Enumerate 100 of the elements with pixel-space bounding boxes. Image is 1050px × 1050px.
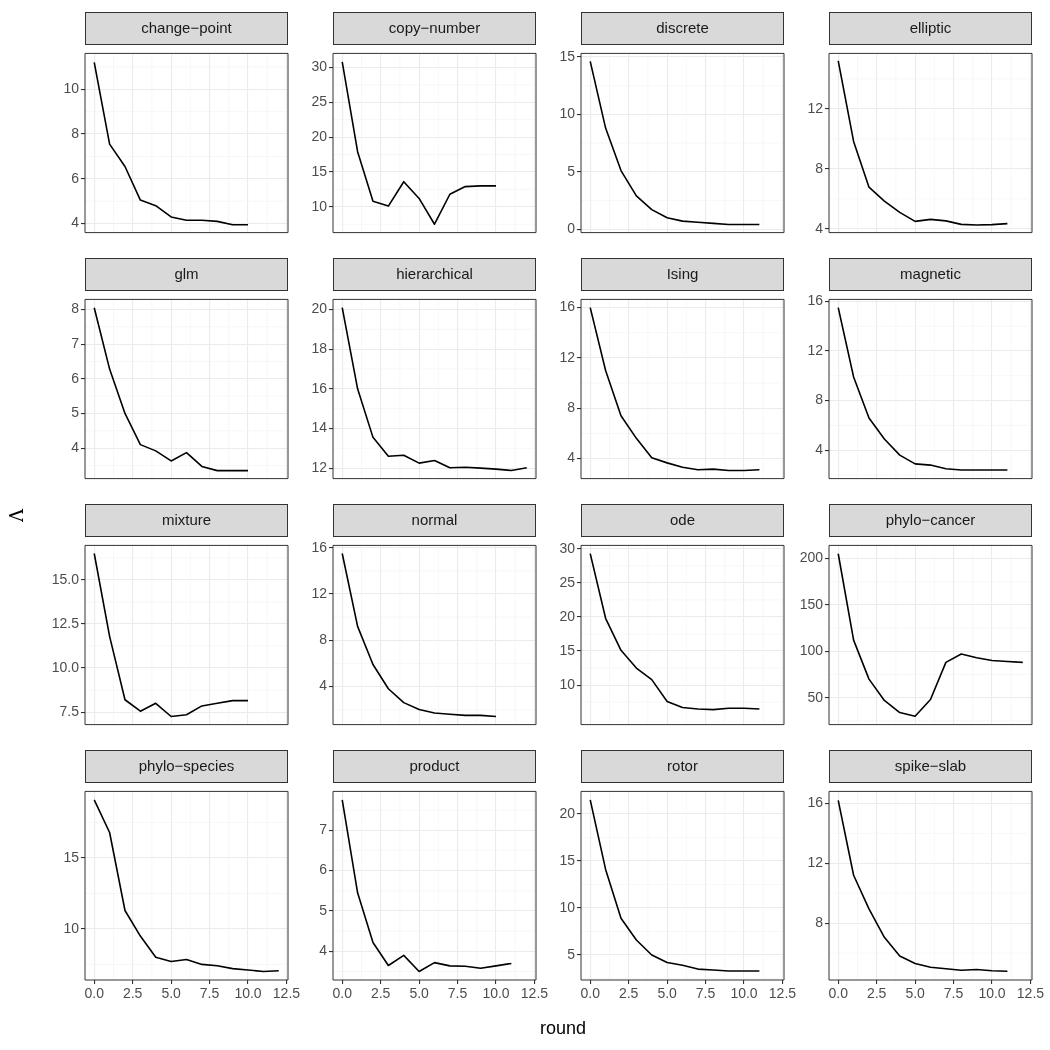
y-tick-label: 15 xyxy=(559,851,576,868)
y-tick-label: 8 xyxy=(71,124,80,141)
y-tick-label: 14 xyxy=(311,419,328,436)
x-tick-label: 12.5 xyxy=(1016,985,1045,1002)
y-tick-label: 10 xyxy=(63,80,80,97)
chart-title: mixture xyxy=(85,504,288,537)
y-tick-label: 16 xyxy=(807,794,824,811)
y-tick-label: 15 xyxy=(559,641,576,658)
chart-title: normal xyxy=(333,504,536,537)
chart-title: discrete xyxy=(581,12,784,45)
y-tick-label: 0 xyxy=(567,220,576,237)
y-tick-label: 20 xyxy=(559,804,576,821)
y-tick-label: 16 xyxy=(807,292,824,309)
y-tick-label: 10 xyxy=(559,898,576,915)
chart-title: spike−slab xyxy=(829,750,1032,783)
y-tick-label: 10 xyxy=(559,675,576,692)
x-tick-label: 7.5 xyxy=(695,985,716,1002)
y-tick-label: 15 xyxy=(63,848,80,865)
x-tick-label: 0.0 xyxy=(580,985,601,1002)
y-tick-label: 30 xyxy=(311,58,328,75)
y-tick-label: 12.5 xyxy=(51,614,80,631)
x-tick-label: 12.5 xyxy=(272,985,301,1002)
x-tick-label: 12.5 xyxy=(520,985,549,1002)
y-tick-label: 4 xyxy=(815,219,824,236)
y-tick-label: 100 xyxy=(799,642,824,659)
y-tick-label: 16 xyxy=(311,379,328,396)
y-tick-label: 20 xyxy=(311,127,328,144)
y-tick-label: 6 xyxy=(71,369,80,386)
y-tick-label: 8 xyxy=(319,631,328,648)
y-tick-label: 5 xyxy=(71,404,80,421)
chart-title: change−point xyxy=(85,12,288,45)
x-tick-label: 5.0 xyxy=(409,985,430,1002)
y-tick-label: 20 xyxy=(559,607,576,624)
y-tick-label: 4 xyxy=(319,677,328,694)
x-axis-title: round xyxy=(540,1018,587,1039)
y-tick-label: 16 xyxy=(559,298,576,315)
y-tick-label: 5 xyxy=(567,162,576,179)
x-tick-label: 0.0 xyxy=(332,985,353,1002)
y-tick-label: 5 xyxy=(319,901,328,918)
x-tick-label: 5.0 xyxy=(905,985,926,1002)
x-tick-label: 5.0 xyxy=(161,985,182,1002)
x-tick-label: 2.5 xyxy=(866,985,887,1002)
y-tick-label: 6 xyxy=(71,169,80,186)
y-tick-label: 4 xyxy=(815,441,824,458)
chart-title: ode xyxy=(581,504,784,537)
chart-title: copy−number xyxy=(333,12,536,45)
y-tick-label: 10 xyxy=(63,919,80,936)
y-tick-label: 150 xyxy=(799,595,824,612)
x-tick-label: 7.5 xyxy=(943,985,964,1002)
y-tick-label: 25 xyxy=(559,573,576,590)
y-tick-label: 4 xyxy=(71,438,80,455)
y-axis-title: Λ xyxy=(6,509,27,522)
y-tick-label: 30 xyxy=(559,539,576,556)
x-tick-label: 10.0 xyxy=(234,985,262,1002)
y-tick-label: 18 xyxy=(311,340,328,357)
y-tick-label: 12 xyxy=(807,99,824,116)
y-tick-label: 8 xyxy=(815,391,824,408)
y-tick-label: 15 xyxy=(311,162,328,179)
x-tick-label: 2.5 xyxy=(618,985,639,1002)
chart-title: hierarchical xyxy=(333,258,536,291)
chart-title: phylo−cancer xyxy=(829,504,1032,537)
x-tick-label: 12.5 xyxy=(768,985,797,1002)
y-tick-label: 8 xyxy=(815,159,824,176)
x-tick-label: 10.0 xyxy=(978,985,1006,1002)
x-tick-label: 7.5 xyxy=(447,985,468,1002)
y-tick-label: 8 xyxy=(815,913,824,930)
x-tick-label: 7.5 xyxy=(199,985,220,1002)
chart-title: glm xyxy=(85,258,288,291)
chart-title: rotor xyxy=(581,750,784,783)
y-tick-label: 7.5 xyxy=(59,702,80,719)
y-tick-label: 20 xyxy=(311,300,328,317)
y-tick-label: 5 xyxy=(567,945,576,962)
x-tick-label: 0.0 xyxy=(84,985,105,1002)
y-tick-label: 12 xyxy=(807,341,824,358)
x-tick-label: 5.0 xyxy=(657,985,678,1002)
x-tick-label: 10.0 xyxy=(482,985,510,1002)
chart-title: phylo−species xyxy=(85,750,288,783)
y-tick-label: 4 xyxy=(319,942,328,959)
y-tick-label: 7 xyxy=(319,821,328,838)
y-tick-label: 12 xyxy=(559,348,576,365)
y-tick-label: 50 xyxy=(807,688,824,705)
y-tick-label: 15 xyxy=(559,47,576,64)
y-tick-label: 10.0 xyxy=(51,658,80,675)
x-tick-label: 2.5 xyxy=(370,985,391,1002)
y-tick-label: 12 xyxy=(311,584,328,601)
chart-title: product xyxy=(333,750,536,783)
y-tick-label: 12 xyxy=(807,854,824,871)
y-tick-label: 8 xyxy=(567,399,576,416)
y-tick-label: 8 xyxy=(71,300,80,317)
chart-title: elliptic xyxy=(829,12,1032,45)
y-tick-label: 7 xyxy=(71,334,80,351)
x-tick-label: 2.5 xyxy=(122,985,143,1002)
y-tick-label: 12 xyxy=(311,458,328,475)
y-tick-label: 10 xyxy=(311,197,328,214)
y-tick-label: 15.0 xyxy=(51,570,80,587)
chart-title: magnetic xyxy=(829,258,1032,291)
y-tick-label: 25 xyxy=(311,93,328,110)
y-tick-label: 10 xyxy=(559,105,576,122)
y-tick-label: 4 xyxy=(567,449,576,466)
y-tick-label: 6 xyxy=(319,861,328,878)
